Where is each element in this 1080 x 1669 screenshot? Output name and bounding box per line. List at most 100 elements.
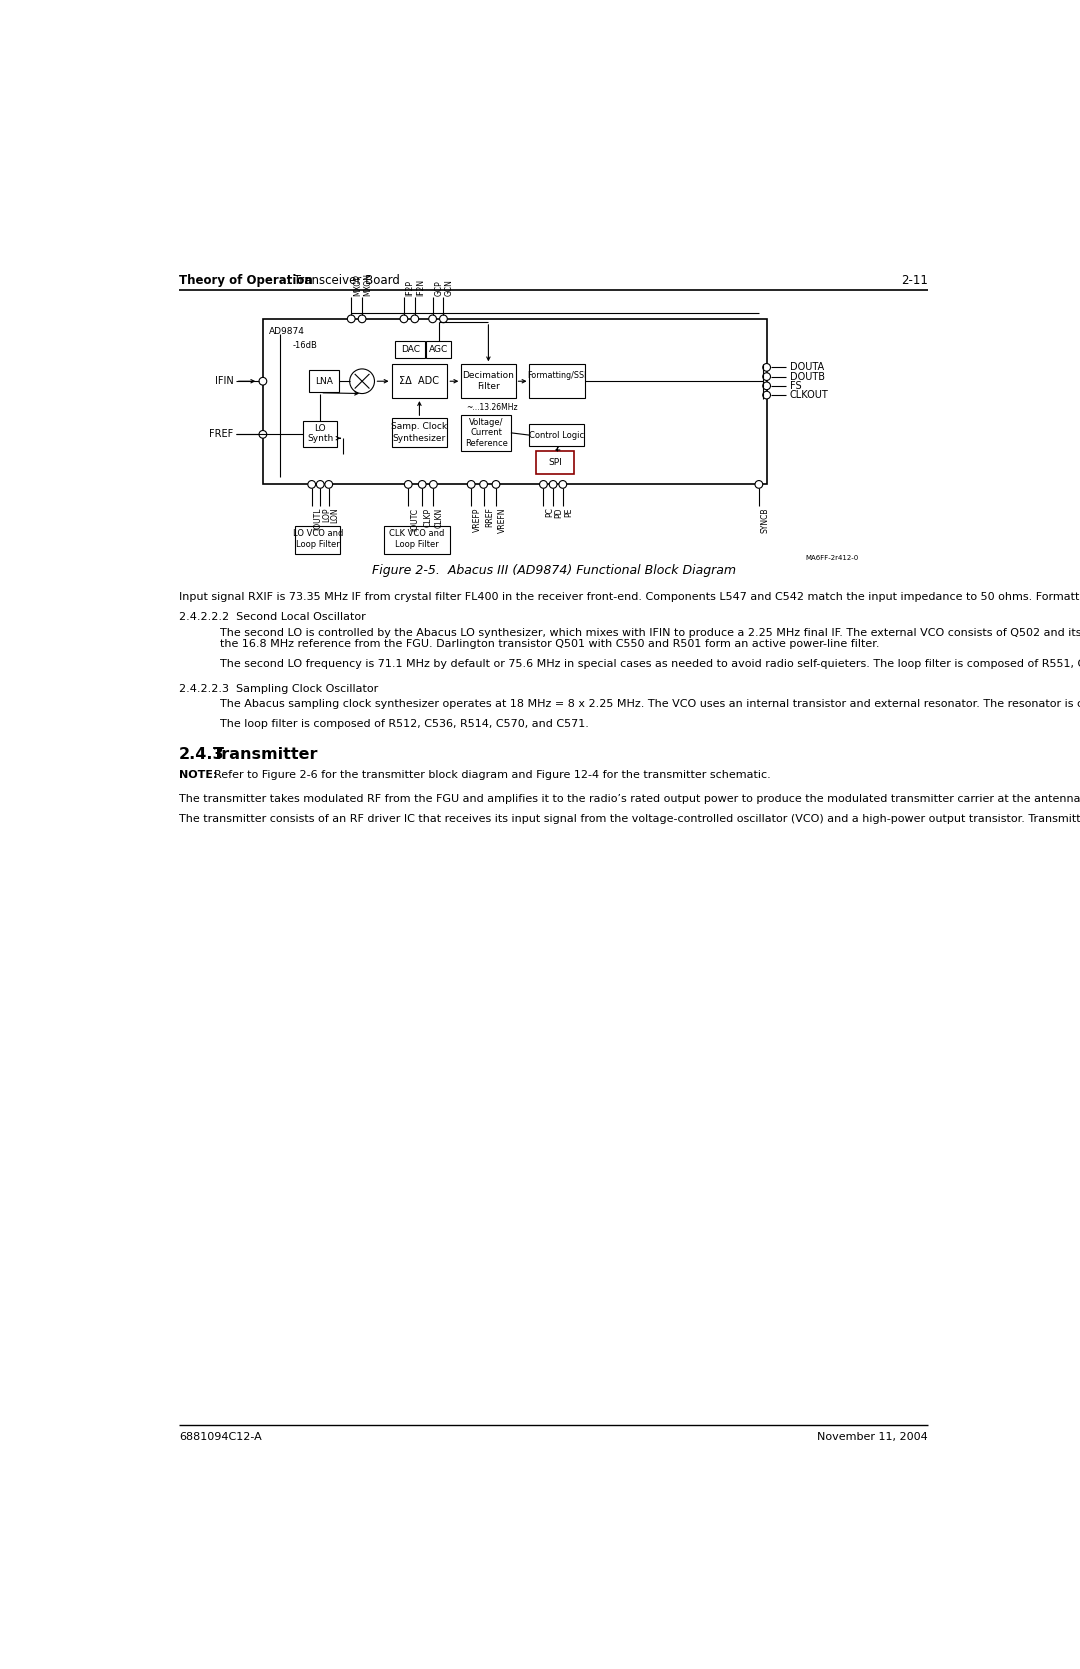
Text: PD: PD (555, 507, 564, 517)
Text: FREF: FREF (210, 429, 233, 439)
Text: NOTE:: NOTE: (179, 769, 218, 779)
Bar (303, 421, 337, 447)
Bar (392, 419, 447, 447)
Bar (392, 364, 447, 399)
Circle shape (348, 315, 355, 322)
Text: IF2P: IF2P (405, 280, 415, 295)
Text: Theory of Operation: Theory of Operation (179, 274, 313, 287)
Text: Decimation: Decimation (462, 371, 514, 381)
Text: DOUTB: DOUTB (789, 372, 825, 382)
Text: GCP: GCP (434, 280, 443, 295)
Circle shape (559, 481, 567, 489)
Text: ΣΔ  ADC: ΣΔ ADC (400, 376, 440, 386)
Circle shape (418, 481, 427, 489)
Text: AGC: AGC (429, 345, 448, 354)
Circle shape (762, 364, 770, 371)
Text: LON: LON (330, 507, 339, 522)
Circle shape (429, 315, 436, 322)
Circle shape (259, 431, 267, 439)
Text: Voltage/: Voltage/ (469, 417, 503, 427)
Text: CLK VCO and: CLK VCO and (390, 529, 445, 537)
Bar (309, 371, 339, 392)
Text: Samp. Clock: Samp. Clock (391, 422, 447, 431)
Text: Figure 2-5.  Abacus III (AD9874) Functional Block Diagram: Figure 2-5. Abacus III (AD9874) Function… (372, 564, 735, 577)
Text: CLKOUT: CLKOUT (789, 391, 828, 401)
Text: CLKN: CLKN (435, 507, 444, 527)
Text: MXON: MXON (364, 272, 373, 295)
Text: RREF: RREF (485, 507, 495, 527)
Text: Loop Filter: Loop Filter (296, 541, 340, 549)
Text: FS: FS (789, 381, 801, 391)
Circle shape (540, 481, 548, 489)
Text: The transmitter consists of an RF driver IC that receives its input signal from : The transmitter consists of an RF driver… (179, 814, 1080, 824)
Text: IF2N: IF2N (416, 279, 426, 295)
Bar (395, 340, 424, 359)
Circle shape (480, 481, 487, 489)
Circle shape (259, 377, 267, 386)
Text: : Transceiver Board: : Transceiver Board (286, 274, 400, 287)
Text: The Abacus sampling clock synthesizer operates at 18 MHz = 8 x 2.25 MHz. The VCO: The Abacus sampling clock synthesizer op… (220, 699, 1080, 709)
Circle shape (468, 481, 475, 489)
Bar (461, 416, 511, 451)
Text: Formatting/SSI: Formatting/SSI (528, 371, 588, 381)
Text: The second LO is controlled by the Abacus LO synthesizer, which mixes with IFIN : The second LO is controlled by the Abacu… (220, 628, 1080, 638)
Circle shape (316, 481, 324, 489)
Text: GCN: GCN (445, 279, 454, 295)
Text: ~...13.26MHz: ~...13.26MHz (467, 402, 518, 412)
Text: MXOP: MXOP (353, 274, 362, 295)
Circle shape (762, 391, 770, 399)
Bar (262, 319, 767, 484)
Circle shape (404, 481, 413, 489)
Circle shape (325, 481, 333, 489)
Text: Input signal RXIF is 73.35 MHz IF from crystal filter FL400 in the receiver fron: Input signal RXIF is 73.35 MHz IF from c… (179, 592, 1080, 603)
Circle shape (550, 481, 557, 489)
Text: AD9874: AD9874 (269, 327, 305, 335)
Bar (296, 526, 340, 554)
Text: 2.4.3: 2.4.3 (179, 748, 225, 763)
Text: Current: Current (470, 429, 502, 437)
Text: CLKP: CLKP (423, 507, 433, 527)
Text: Transmitter: Transmitter (213, 748, 319, 763)
Text: VREFN: VREFN (498, 507, 507, 532)
Circle shape (755, 481, 762, 489)
Text: the 16.8 MHz reference from the FGU. Darlington transistor Q501 with C550 and R5: the 16.8 MHz reference from the FGU. Dar… (220, 639, 880, 649)
Text: 6881094C12-A: 6881094C12-A (179, 1432, 262, 1442)
Bar (427, 340, 451, 359)
Text: IOUTC: IOUTC (409, 507, 419, 531)
Text: 2-11: 2-11 (901, 274, 928, 287)
Text: LO VCO and: LO VCO and (293, 529, 343, 537)
Circle shape (350, 369, 375, 394)
Text: VREFP: VREFP (473, 507, 482, 532)
Circle shape (359, 315, 366, 322)
Text: Filter: Filter (477, 382, 500, 391)
Text: Synthesizer: Synthesizer (393, 434, 446, 444)
Text: Refer to Figure 2-6 for the transmitter block diagram and Figure 12-4 for the tr: Refer to Figure 2-6 for the transmitter … (207, 769, 771, 779)
Bar (529, 424, 583, 446)
Circle shape (308, 481, 315, 489)
Text: LNA: LNA (315, 377, 333, 386)
Text: Synth: Synth (307, 434, 334, 444)
Text: SPI: SPI (549, 457, 562, 467)
Text: 2.4.2.2.2  Second Local Oscillator: 2.4.2.2.2 Second Local Oscillator (179, 613, 366, 623)
Text: IFIN: IFIN (215, 376, 233, 386)
Text: The transmitter takes modulated RF from the FGU and amplifies it to the radio’s : The transmitter takes modulated RF from … (179, 794, 1080, 804)
Circle shape (410, 315, 419, 322)
Text: MA6FF-2r412-0: MA6FF-2r412-0 (806, 554, 859, 561)
Text: IOUTL: IOUTL (313, 507, 322, 531)
Circle shape (762, 372, 770, 381)
Bar (383, 526, 450, 554)
Text: Loop Filter: Loop Filter (395, 541, 438, 549)
Circle shape (400, 315, 408, 322)
Text: -16dB: -16dB (293, 340, 318, 350)
Circle shape (492, 481, 500, 489)
Text: DOUTA: DOUTA (789, 362, 824, 372)
Text: PE: PE (565, 507, 573, 517)
Text: LOP: LOP (322, 507, 330, 522)
Circle shape (430, 481, 437, 489)
Circle shape (762, 382, 770, 389)
Text: PC: PC (545, 507, 554, 517)
Bar (536, 451, 575, 474)
Bar (461, 364, 515, 399)
Text: The loop filter is composed of R512, C536, R514, C570, and C571.: The loop filter is composed of R512, C53… (220, 719, 589, 729)
Text: SYNCB: SYNCB (760, 507, 769, 532)
